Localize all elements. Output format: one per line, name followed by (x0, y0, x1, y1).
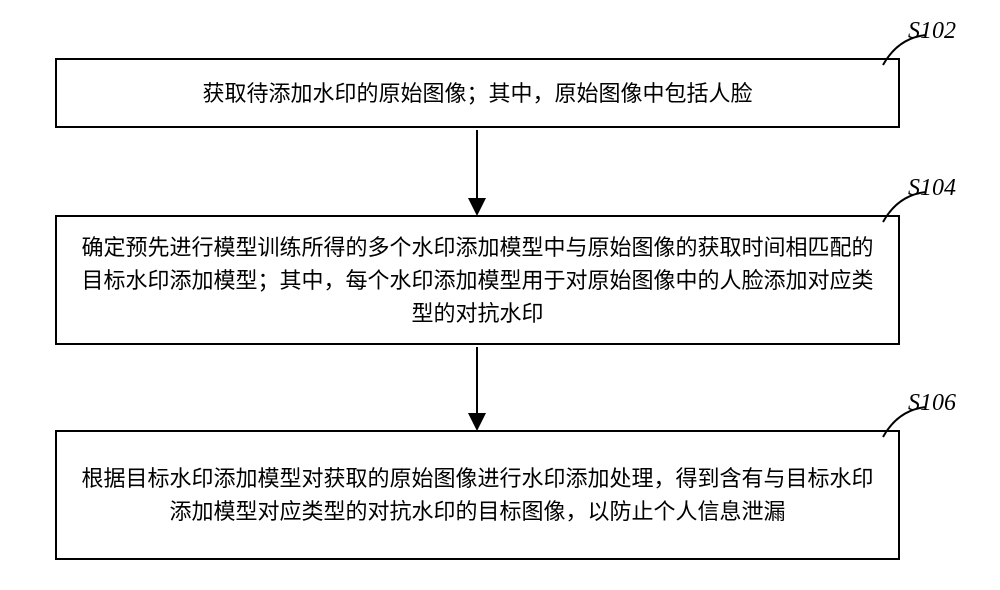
flow-step-s106: 根据目标水印添加模型对获取的原始图像进行水印添加处理，得到含有与目标水印添加模型… (55, 430, 900, 560)
step-label-text: S106 (908, 390, 956, 416)
flow-step-text: 确定预先进行模型训练所得的多个水印添加模型中与原始图像的获取时间相匹配的目标水印… (77, 231, 878, 330)
flow-step-label-s104: S104 (908, 175, 956, 202)
flow-step-text: 根据目标水印添加模型对获取的原始图像进行水印添加处理，得到含有与目标水印添加模型… (77, 462, 878, 528)
flow-step-s104: 确定预先进行模型训练所得的多个水印添加模型中与原始图像的获取时间相匹配的目标水印… (55, 215, 900, 345)
arrow-down-icon (460, 345, 494, 433)
flow-step-label-s106: S106 (908, 390, 956, 417)
arrow-down-icon (460, 128, 494, 218)
flow-step-label-s102: S102 (908, 18, 956, 45)
step-label-text: S104 (908, 175, 956, 201)
flow-step-text: 获取待添加水印的原始图像；其中，原始图像中包括人脸 (202, 77, 752, 110)
step-label-text: S102 (908, 18, 956, 44)
flow-step-s102: 获取待添加水印的原始图像；其中，原始图像中包括人脸 (55, 58, 900, 128)
